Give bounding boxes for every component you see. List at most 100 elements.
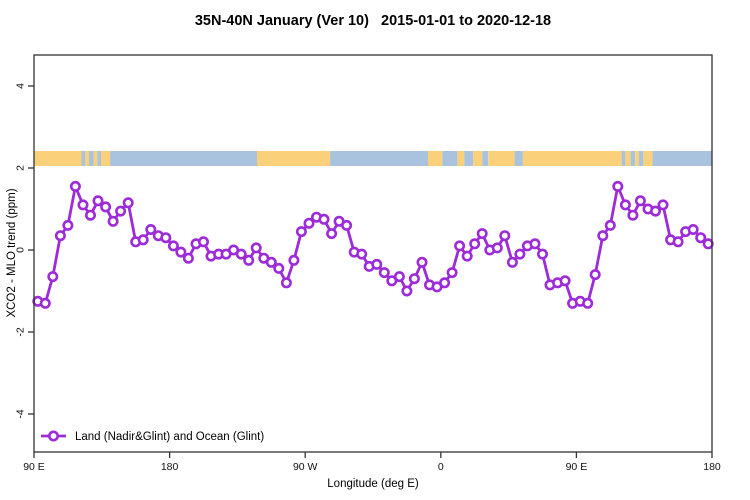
data-point — [612, 180, 624, 192]
data-point — [250, 242, 262, 254]
data-point — [235, 248, 247, 260]
data-point — [446, 267, 458, 279]
band-segment-land — [257, 151, 331, 166]
data-point — [92, 195, 104, 207]
band-segment-ocean — [482, 151, 489, 166]
data-point — [265, 256, 277, 268]
band-segment-land — [85, 151, 89, 166]
band-segment-ocean — [97, 151, 102, 166]
x-axis-ticks: 90 E 180 90 W 0 90 E 180 — [23, 452, 721, 473]
x-tick-label: 0 — [438, 461, 444, 473]
band-segment-ocean — [464, 151, 474, 166]
data-point — [401, 285, 413, 297]
data-point — [280, 277, 292, 289]
data-point — [506, 256, 518, 268]
data-point — [559, 275, 571, 287]
data-point — [469, 238, 481, 250]
legend: Land (Nadir&Glint) and Ocean (Glint) — [41, 430, 264, 443]
band-segment-ocean — [442, 151, 458, 166]
legend-marker-icon — [47, 430, 59, 442]
data-point — [47, 271, 59, 283]
data-point — [687, 224, 699, 236]
data-point — [39, 297, 51, 309]
data-point — [356, 248, 368, 260]
data-point — [326, 228, 338, 240]
band-segment-land — [625, 151, 631, 166]
data-point — [657, 199, 669, 211]
data-point — [175, 246, 187, 258]
x-tick-label: 90 W — [293, 461, 318, 473]
band-segment-ocean — [630, 151, 636, 166]
y-axis-ticks: -4 -2 0 2 4 — [15, 83, 34, 419]
data-point — [341, 219, 353, 231]
band-segment-land — [93, 151, 98, 166]
band-segment-land — [643, 151, 653, 166]
band-segment-ocean — [81, 151, 86, 166]
data-point — [145, 224, 157, 236]
x-tick-label: 180 — [703, 461, 721, 473]
data-point — [100, 201, 112, 213]
y-tick-label: 2 — [15, 165, 27, 171]
data-point — [619, 199, 631, 211]
data-point — [303, 217, 315, 229]
data-point — [115, 205, 127, 217]
y-tick-label: 0 — [15, 247, 27, 253]
data-point — [160, 232, 172, 244]
data-point — [536, 248, 548, 260]
data-point — [182, 252, 194, 264]
band-segment-land — [488, 151, 515, 166]
data-point — [604, 219, 616, 231]
band-segment-ocean — [514, 151, 523, 166]
y-axis-title: XCO2 - MLO trend (ppm) — [6, 188, 18, 317]
band-segment-ocean — [638, 151, 644, 166]
band-segment-land — [635, 151, 639, 166]
data-point — [198, 236, 210, 248]
data-point — [243, 254, 255, 266]
data-point — [702, 238, 714, 250]
data-point — [107, 215, 119, 227]
data-point — [491, 242, 503, 254]
data-point — [649, 205, 661, 217]
data-point — [378, 267, 390, 279]
data-point — [69, 180, 81, 192]
band-segment-land — [428, 151, 443, 166]
data-point — [634, 195, 646, 207]
band-segment-ocean — [621, 151, 626, 166]
data-point — [589, 269, 601, 281]
x-tick-label: 180 — [161, 461, 179, 473]
band-segment-land — [473, 151, 483, 166]
data-point — [454, 240, 466, 252]
data-point — [295, 226, 307, 238]
data-point — [416, 256, 428, 268]
plot-frame — [33, 54, 713, 453]
band-segment-land — [34, 151, 82, 166]
data-point — [439, 277, 451, 289]
data-point — [393, 271, 405, 283]
data-point — [408, 273, 420, 285]
data-series — [32, 180, 714, 309]
data-point — [529, 238, 541, 250]
band-segment-land — [457, 151, 465, 166]
land-ocean-map-band — [34, 151, 712, 166]
data-point — [597, 230, 609, 242]
data-point — [273, 262, 285, 274]
y-tick-label: -2 — [15, 327, 27, 336]
data-point — [499, 230, 511, 242]
x-tick-label: 90 E — [23, 461, 45, 473]
x-axis-title: Longitude (deg E) — [327, 478, 419, 490]
legend-label: Land (Nadir&Glint) and Ocean (Glint) — [75, 431, 264, 443]
band-segment-ocean — [652, 151, 712, 166]
data-point — [371, 258, 383, 270]
data-point — [77, 199, 89, 211]
y-tick-label: -4 — [15, 409, 27, 418]
data-point — [288, 254, 300, 266]
data-point — [582, 297, 594, 309]
band-segment-ocean — [330, 151, 428, 166]
data-point — [627, 209, 639, 221]
y-tick-label: 4 — [15, 83, 27, 89]
data-point — [167, 240, 179, 252]
band-segment-land — [101, 151, 110, 166]
data-point — [137, 234, 149, 246]
